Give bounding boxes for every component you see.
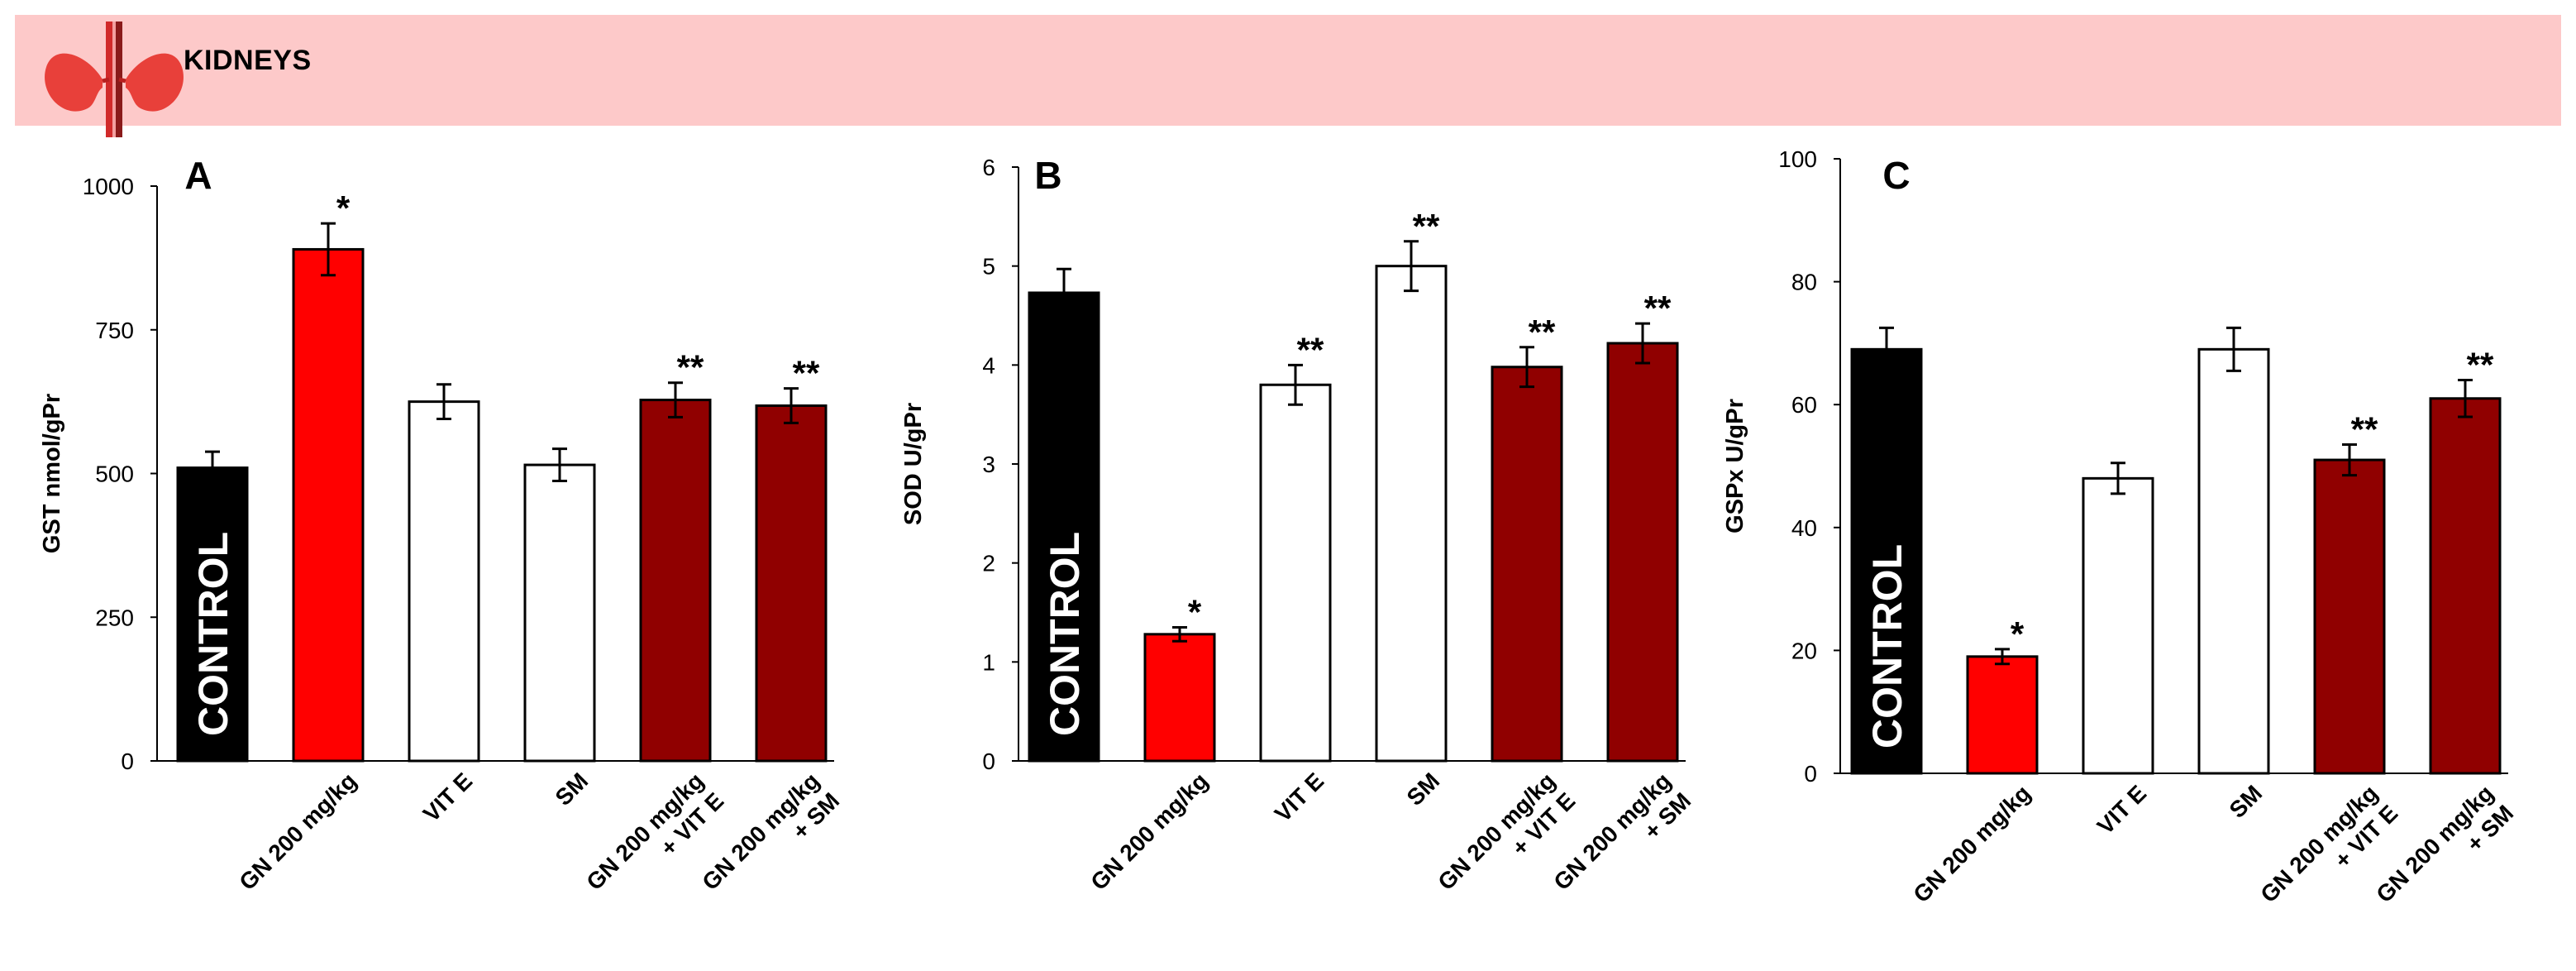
significance-marker: ** xyxy=(793,354,820,393)
category-label: VIT E xyxy=(2092,780,2151,839)
significance-marker: ** xyxy=(1644,289,1672,328)
y-tick-label: 5 xyxy=(982,254,995,280)
y-tick-label: 60 xyxy=(1791,392,1817,418)
significance-marker: ** xyxy=(2467,345,2494,384)
panel-label: C xyxy=(1882,154,1910,197)
bar xyxy=(1143,633,1216,763)
significance-marker: * xyxy=(2011,615,2025,653)
significance-marker: ** xyxy=(677,348,704,387)
y-tick-label: 2 xyxy=(982,551,995,576)
bar xyxy=(1259,383,1332,763)
header-banner: KIDNEYS xyxy=(15,15,2561,137)
y-tick-label: 1 xyxy=(982,649,995,675)
bar xyxy=(1491,366,1563,763)
y-tick-label: 0 xyxy=(121,749,134,774)
significance-marker: * xyxy=(336,189,351,227)
category-label: GN 200 mg/kg xyxy=(234,768,361,895)
y-tick-label: 0 xyxy=(982,749,995,774)
significance-marker: ** xyxy=(1297,330,1324,369)
y-axis-label: GSPx U/gPr xyxy=(1722,399,1748,533)
panel-label: B xyxy=(1034,154,1061,197)
category-label: GN 200 mg/kg+ VIT E xyxy=(2255,780,2402,927)
category-label-line1: VIT E xyxy=(2092,780,2151,839)
bar xyxy=(1606,342,1679,763)
category-label-inside-bar: CONTROL xyxy=(1042,532,1088,736)
y-tick-label: 80 xyxy=(1791,270,1817,295)
category-label-inside-bar: CONTROL xyxy=(190,532,236,736)
significance-marker: ** xyxy=(1413,207,1440,246)
category-label: GN 200 mg/kg xyxy=(1908,780,2035,907)
category-label-line1: SM xyxy=(1402,768,1445,811)
category-label-inside-bar: CONTROL xyxy=(1864,544,1911,749)
chart-panel-c: 0 20 40 60 80 100 GSPx U/gPr C CONTROL * GN 200 mg… xyxy=(1722,146,2518,927)
bar xyxy=(2313,458,2386,775)
category-label-line1: GN 200 mg/kg xyxy=(1908,780,2035,907)
category-label: SM xyxy=(2225,780,2268,823)
category-label-line1: SM xyxy=(2225,780,2268,823)
chart-panel-b: 0 1 2 3 4 5 6 SOD U/gPr B CONTROL * GN 200 mg/kg ** V… xyxy=(900,154,1696,915)
y-tick-label: 4 xyxy=(982,352,995,378)
category-label: SM xyxy=(1402,768,1445,811)
bar xyxy=(176,466,249,763)
category-label-line1: VIT E xyxy=(418,768,477,826)
category-label: VIT E xyxy=(1270,768,1329,826)
category-label: GN 200 mg/kg+ SM xyxy=(1548,768,1696,915)
y-tick-label: 500 xyxy=(95,462,134,487)
y-tick-label: 250 xyxy=(95,605,134,630)
y-axis-label: GST nmol/gPr xyxy=(39,394,65,553)
bar xyxy=(523,463,596,763)
category-label: GN 200 mg/kg+ VIT E xyxy=(1433,768,1580,915)
bar xyxy=(408,400,480,763)
bar xyxy=(639,399,712,763)
bar xyxy=(2082,476,2154,775)
kidneys-icon xyxy=(45,22,184,137)
bar xyxy=(1966,655,2039,775)
significance-marker: ** xyxy=(2351,409,2378,448)
category-label: GN 200 mg/kg+ SM xyxy=(2371,780,2518,927)
category-label: GN 200 mg/kg xyxy=(1085,768,1213,895)
category-label-line1: GN 200 mg/kg xyxy=(234,768,361,895)
y-tick-label: 1000 xyxy=(83,174,134,199)
category-label: SM xyxy=(551,768,594,811)
significance-marker: * xyxy=(1188,592,1202,631)
category-label: GN 200 mg/kg+ SM xyxy=(697,768,844,915)
y-axis-label: SOD U/gPr xyxy=(900,403,927,525)
chart-panel-a: 0 250 500 750 1000 GST nmol/gPr A CONTROL * GN 20… xyxy=(39,154,844,915)
header-title: KIDNEYS xyxy=(184,45,312,76)
y-tick-label: 3 xyxy=(982,452,995,477)
y-tick-label: 100 xyxy=(1778,146,1817,172)
bar xyxy=(2197,347,2270,775)
y-tick-label: 40 xyxy=(1791,515,1817,541)
panel-label: A xyxy=(184,154,212,197)
y-tick-label: 20 xyxy=(1791,638,1817,663)
category-label-line1: VIT E xyxy=(1270,768,1329,826)
bar xyxy=(1375,265,1448,763)
category-label: VIT E xyxy=(418,768,477,826)
bar xyxy=(2429,397,2502,775)
y-tick-label: 6 xyxy=(982,155,995,180)
category-label-line1: SM xyxy=(551,768,594,811)
bar xyxy=(292,247,365,763)
category-label: GN 200 mg/kg+ VIT E xyxy=(581,768,728,915)
category-label-line1: GN 200 mg/kg xyxy=(1085,768,1213,895)
y-tick-label: 0 xyxy=(1804,761,1817,787)
significance-marker: ** xyxy=(1529,313,1556,352)
bar xyxy=(755,404,828,763)
bar xyxy=(1028,291,1100,763)
y-tick-label: 750 xyxy=(95,318,134,343)
